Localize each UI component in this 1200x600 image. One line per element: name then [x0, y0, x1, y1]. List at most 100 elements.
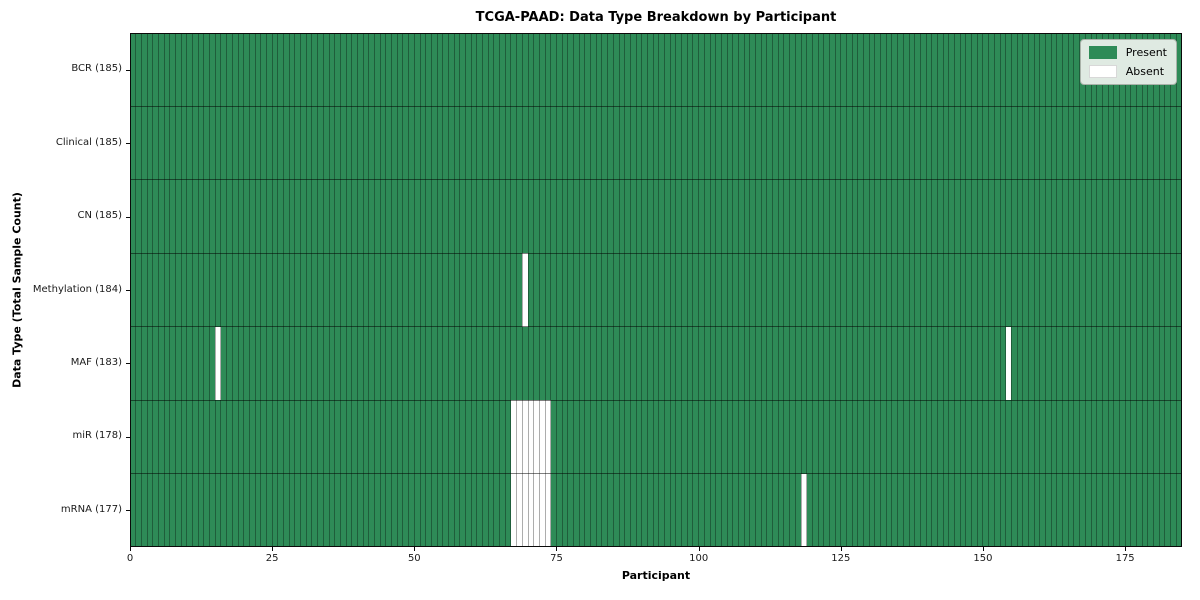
cell-grid-line [971, 33, 973, 547]
cell-grid-line [715, 33, 717, 547]
row-divider-line [130, 326, 1182, 328]
absent-swatch-icon [1088, 65, 1117, 78]
cell-grid-line [965, 33, 967, 547]
cell-grid-line [612, 33, 614, 547]
cell-grid-line [334, 33, 336, 547]
chart-title: TCGA-PAAD: Data Type Breakdown by Partic… [475, 10, 837, 25]
cell-grid-line [1101, 33, 1103, 547]
cell-grid-line [681, 33, 683, 547]
cell-grid-line [828, 33, 830, 547]
cell-grid-line [652, 33, 654, 547]
cell-grid-line [777, 33, 779, 547]
cell-grid-line [658, 33, 660, 547]
absent-cell-mRNA-69 [522, 473, 529, 547]
cell-grid-line [590, 33, 592, 547]
cell-grid-line [1056, 33, 1058, 547]
cell-grid-line [1158, 33, 1160, 547]
y-tick-label-miR: miR (178) [72, 430, 122, 442]
cell-grid-line [470, 33, 472, 547]
cell-grid-line [692, 33, 694, 547]
cell-grid-line [908, 33, 910, 547]
cell-grid-line [1045, 33, 1047, 547]
x-tick-mark [556, 547, 558, 551]
absent-cell-miR-67 [510, 400, 517, 474]
grid-lines-layer [130, 33, 1182, 547]
absent-cell-MAF-15 [215, 326, 221, 401]
cell-grid-line [294, 33, 296, 547]
absent-cell-miR-73 [545, 400, 551, 474]
absent-cell-MAF-154 [1005, 326, 1012, 401]
absent-cell-mRNA-67 [510, 473, 517, 547]
cell-grid-line [555, 33, 557, 547]
present-swatch-icon [1088, 46, 1117, 59]
x-tick-label: 0 [126, 553, 134, 564]
x-tick-label: 50 [407, 553, 421, 564]
absent-cell-mRNA-118 [801, 473, 807, 547]
legend-entry-present: Present [1088, 46, 1167, 59]
row-band-miR [130, 400, 1182, 474]
cell-grid-line [243, 33, 245, 547]
cell-grid-line [1130, 33, 1132, 547]
cell-grid-line [578, 33, 580, 547]
cell-grid-line [311, 33, 313, 547]
cell-grid-line [459, 33, 461, 547]
x-tick-mark [130, 547, 131, 551]
cell-grid-line [533, 33, 535, 547]
y-tick-mark [126, 69, 130, 71]
cell-grid-line [1113, 33, 1115, 547]
cell-grid-line [845, 33, 847, 547]
cell-grid-line [1175, 33, 1177, 547]
cell-grid-line [800, 33, 802, 547]
cell-grid-line [231, 33, 233, 547]
cell-grid-line [851, 33, 853, 547]
cell-grid-line [976, 33, 978, 547]
row-band-CN [130, 179, 1182, 254]
y-tick-label-CN: CN (185) [77, 210, 122, 222]
row-band-BCR [130, 33, 1182, 107]
cell-grid-line [152, 33, 154, 547]
x-tick-mark [1125, 547, 1127, 551]
cell-grid-line [999, 33, 1001, 547]
x-tick-mark [272, 547, 274, 551]
cell-grid-line [840, 33, 842, 547]
absent-cell-mRNA-72 [539, 473, 546, 547]
cell-grid-line [527, 33, 529, 547]
row-band-mRNA [130, 473, 1182, 547]
cell-grid-line [538, 33, 540, 547]
x-tick-mark [414, 547, 416, 551]
cell-grid-line [749, 33, 751, 547]
cell-grid-line [664, 33, 666, 547]
cell-grid-line [755, 33, 756, 547]
y-tick-mark [126, 143, 130, 145]
y-tick-mark [126, 510, 130, 512]
cell-grid-line [857, 33, 859, 547]
absent-cell-mRNA-73 [545, 473, 551, 547]
y-tick-label-Methylation: Methylation (184) [32, 283, 122, 295]
absent-cell-miR-70 [528, 400, 534, 474]
legend: Present Absent [1079, 39, 1177, 85]
cell-grid-line [544, 33, 546, 547]
x-tick-label: 100 [689, 553, 709, 564]
x-tick-mark [698, 547, 700, 551]
cell-grid-line [1079, 33, 1081, 547]
cell-grid-line [1141, 33, 1143, 547]
cell-grid-line [339, 33, 341, 547]
absent-cells-layer [130, 33, 1182, 547]
cell-grid-line [465, 33, 466, 547]
cell-grid-line [197, 33, 199, 547]
absent-cell-mRNA-70 [528, 473, 534, 547]
x-tick-mark [982, 547, 984, 551]
cell-grid-line [1170, 33, 1172, 547]
cell-grid-line [726, 33, 728, 547]
cell-grid-line [783, 33, 785, 547]
cell-grid-line [1107, 33, 1109, 547]
cell-grid-line [823, 33, 825, 547]
cell-grid-line [709, 33, 711, 547]
cell-grid-line [453, 33, 455, 547]
y-tick-mark [126, 363, 130, 365]
cell-grid-line [902, 33, 904, 547]
cell-grid-line [720, 33, 722, 547]
plot-area [130, 33, 1182, 547]
x-tick-label: 25 [265, 553, 279, 564]
x-tick-label: 75 [550, 553, 563, 564]
